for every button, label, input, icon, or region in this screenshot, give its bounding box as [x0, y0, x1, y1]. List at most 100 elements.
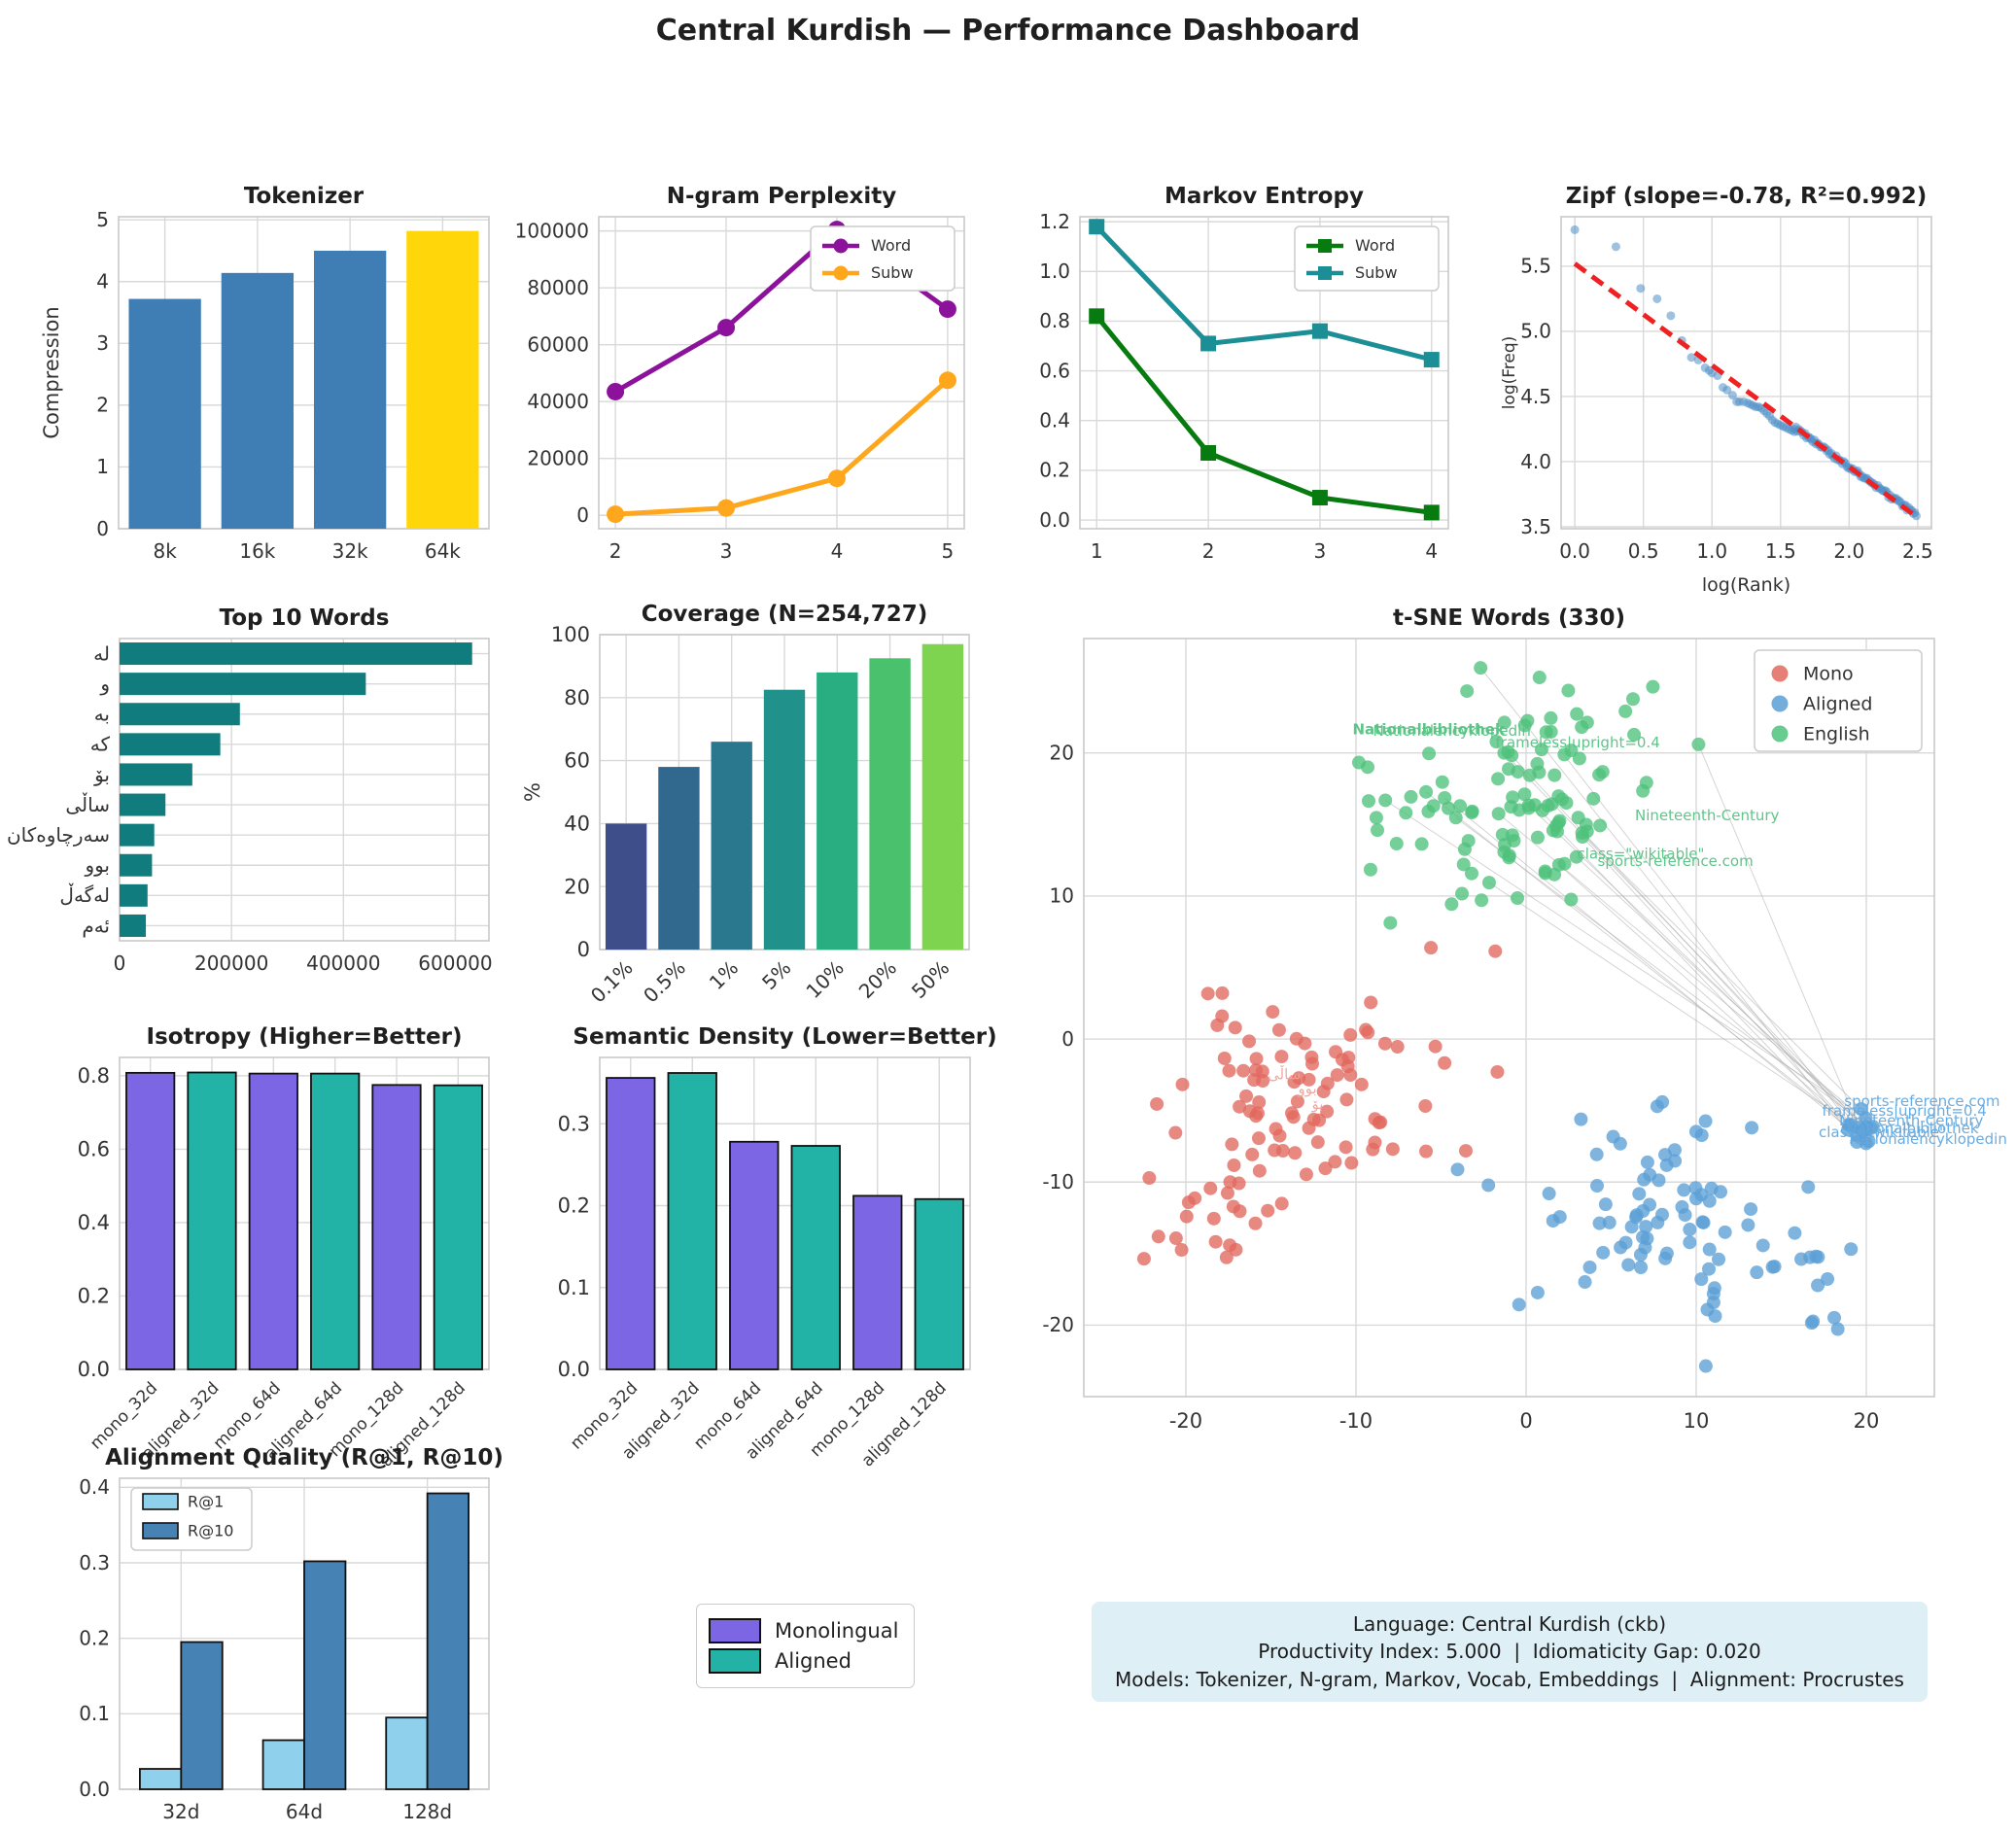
- svg-text:Mono: Mono: [1803, 663, 1854, 684]
- svg-text:له: له: [93, 641, 110, 665]
- svg-text:60000: 60000: [527, 332, 589, 356]
- svg-text:Nineteenth-Century: Nineteenth-Century: [1635, 807, 1780, 824]
- svg-text:0.0: 0.0: [1559, 539, 1590, 563]
- svg-text:Markov Entropy: Markov Entropy: [1164, 184, 1364, 209]
- svg-text:ئەم: ئەم: [82, 914, 110, 937]
- aligned-label: Aligned: [775, 1649, 852, 1673]
- svg-text:Isotropy (Higher=Better): Isotropy (Higher=Better): [147, 1024, 463, 1050]
- svg-text:60: 60: [564, 749, 590, 773]
- svg-text:0.8: 0.8: [78, 1064, 110, 1088]
- svg-text:Subw: Subw: [1355, 263, 1398, 282]
- svg-text:class="wikitable": class="wikitable": [1819, 1124, 1946, 1141]
- svg-text:80000: 80000: [527, 276, 589, 299]
- svg-text:32k: 32k: [332, 539, 368, 563]
- svg-text:0.8: 0.8: [1039, 309, 1070, 332]
- svg-text:2.5: 2.5: [1902, 539, 1933, 563]
- svg-text:0.3: 0.3: [79, 1551, 110, 1574]
- svg-text:20: 20: [1854, 1409, 1880, 1433]
- svg-text:5%: 5%: [757, 956, 795, 994]
- tokenizer-chart: 0 1 2 3 4 5 Tokenizer Compression 8k 16k 32k 64k: [40, 184, 490, 563]
- legend-item-monolingual: Monolingual: [709, 1618, 898, 1643]
- svg-text:3: 3: [720, 539, 733, 563]
- svg-text:20000: 20000: [527, 447, 589, 470]
- svg-text:سەرچاوەکان: سەرچاوەکان: [7, 823, 110, 847]
- svg-text:2: 2: [609, 539, 622, 563]
- svg-text:4: 4: [1425, 539, 1438, 563]
- svg-text:Coverage (N=254,727): Coverage (N=254,727): [642, 602, 928, 627]
- svg-text:10: 10: [1050, 884, 1074, 908]
- svg-text:ساڵی: ساڵی: [1268, 1064, 1301, 1083]
- svg-text:0.4: 0.4: [78, 1211, 110, 1234]
- svg-text:5: 5: [96, 208, 109, 231]
- svg-text:%: %: [521, 782, 544, 802]
- svg-text:0.2: 0.2: [78, 1285, 110, 1308]
- svg-text:0.5: 0.5: [1628, 539, 1659, 563]
- svg-text:لەگەڵ: لەگەڵ: [59, 883, 110, 907]
- monolingual-label: Monolingual: [775, 1619, 899, 1643]
- svg-text:10: 10: [1684, 1409, 1710, 1433]
- zipf-chart: 3.5 4.0 4.5 5.0 5.5 Zipf (slope=-0.78, R²=0.9…: [1500, 184, 1933, 596]
- svg-text:0.2: 0.2: [79, 1626, 110, 1649]
- svg-text:Alignment Quality (R@1, R@10): Alignment Quality (R@1, R@10): [105, 1445, 504, 1470]
- svg-text:log(Freq): log(Freq): [1500, 336, 1519, 410]
- svg-text:0: 0: [1519, 1409, 1532, 1433]
- svg-text:-20: -20: [1042, 1313, 1074, 1336]
- svg-text:0.4: 0.4: [1039, 409, 1070, 432]
- svg-text:20%: 20%: [854, 956, 901, 1003]
- svg-text:log(Rank): log(Rank): [1702, 574, 1790, 596]
- svg-text:64k: 64k: [425, 539, 461, 563]
- svg-text:100000: 100000: [515, 219, 589, 242]
- svg-text:5.0: 5.0: [1520, 320, 1551, 343]
- alignment-chart: 0.0 0.1 0.2 0.3 0.4 Alignment Quality (R@1, R…: [79, 1445, 504, 1823]
- info-line-models: Models: Tokenizer, N-gram, Markov, Vocab…: [1115, 1667, 1904, 1691]
- svg-text:3: 3: [96, 331, 109, 355]
- svg-text:0.2: 0.2: [558, 1194, 590, 1218]
- svg-text:80: 80: [564, 686, 590, 709]
- svg-text:Word: Word: [871, 236, 911, 255]
- coverage-chart: 0 20 40 60 80 100 Coverage (N=254,727)% 0.1% 0.5…: [521, 602, 970, 1007]
- svg-text:4: 4: [831, 539, 844, 563]
- svg-text:sports-reference.com: sports-reference.com: [1598, 852, 1754, 870]
- svg-text:بوو: بوو: [84, 853, 110, 877]
- info-line-language: Language: Central Kurdish (ckb): [1352, 1612, 1667, 1636]
- svg-text:بۆ: بۆ: [93, 763, 110, 786]
- svg-text:2: 2: [96, 394, 109, 417]
- svg-text:4: 4: [96, 270, 109, 294]
- svg-text:1: 1: [96, 455, 109, 478]
- svg-text:4.0: 4.0: [1520, 450, 1551, 473]
- svg-text:0.0: 0.0: [79, 1778, 110, 1801]
- svg-text:0: 0: [576, 503, 589, 527]
- svg-text:0: 0: [577, 938, 590, 961]
- svg-text:600000: 600000: [418, 951, 492, 975]
- tsne-chart: -20 -10 0 10 20 t-SNE Words (330) -20 -10 0 10 20 N…: [1042, 605, 2007, 1433]
- svg-text:0: 0: [96, 517, 109, 540]
- svg-text:0.0: 0.0: [1039, 508, 1070, 532]
- svg-text:0.3: 0.3: [558, 1112, 590, 1135]
- svg-text:Aligned: Aligned: [1803, 693, 1872, 714]
- svg-text:بوو: بوو: [1298, 1080, 1317, 1097]
- svg-text:0: 0: [114, 951, 126, 975]
- svg-text:Compression: Compression: [40, 306, 63, 438]
- svg-text:-20: -20: [1169, 1409, 1202, 1433]
- svg-text:10%: 10%: [801, 956, 848, 1003]
- svg-text:0.0: 0.0: [558, 1358, 590, 1381]
- svg-text:400000: 400000: [306, 951, 380, 975]
- svg-text:40000: 40000: [527, 390, 589, 413]
- svg-text:2: 2: [1202, 539, 1215, 563]
- svg-text:4.5: 4.5: [1520, 385, 1551, 408]
- monolingual-swatch: [709, 1618, 761, 1643]
- svg-text:Nationalbibliothek: Nationalbibliothek: [1353, 721, 1506, 739]
- page-title: Central Kurdish — Performance Dashboard: [655, 14, 1361, 48]
- svg-text:0.6: 0.6: [1039, 359, 1070, 382]
- svg-text:t-SNE Words (330): t-SNE Words (330): [1393, 605, 1625, 631]
- semantic-chart: 0.0 0.1 0.2 0.3 Semantic Density (Lower=Bett…: [558, 1024, 997, 1470]
- svg-text:0: 0: [1061, 1027, 1074, 1051]
- svg-text:Nineteenth-Century: Nineteenth-Century: [1839, 1112, 1984, 1129]
- svg-text:ساڵی: ساڵی: [65, 792, 110, 816]
- svg-text:class="wikitable": class="wikitable": [1578, 846, 1705, 863]
- svg-text:50%: 50%: [907, 956, 954, 1003]
- svg-text:5.5: 5.5: [1520, 255, 1551, 278]
- svg-text:0.2: 0.2: [1039, 459, 1070, 482]
